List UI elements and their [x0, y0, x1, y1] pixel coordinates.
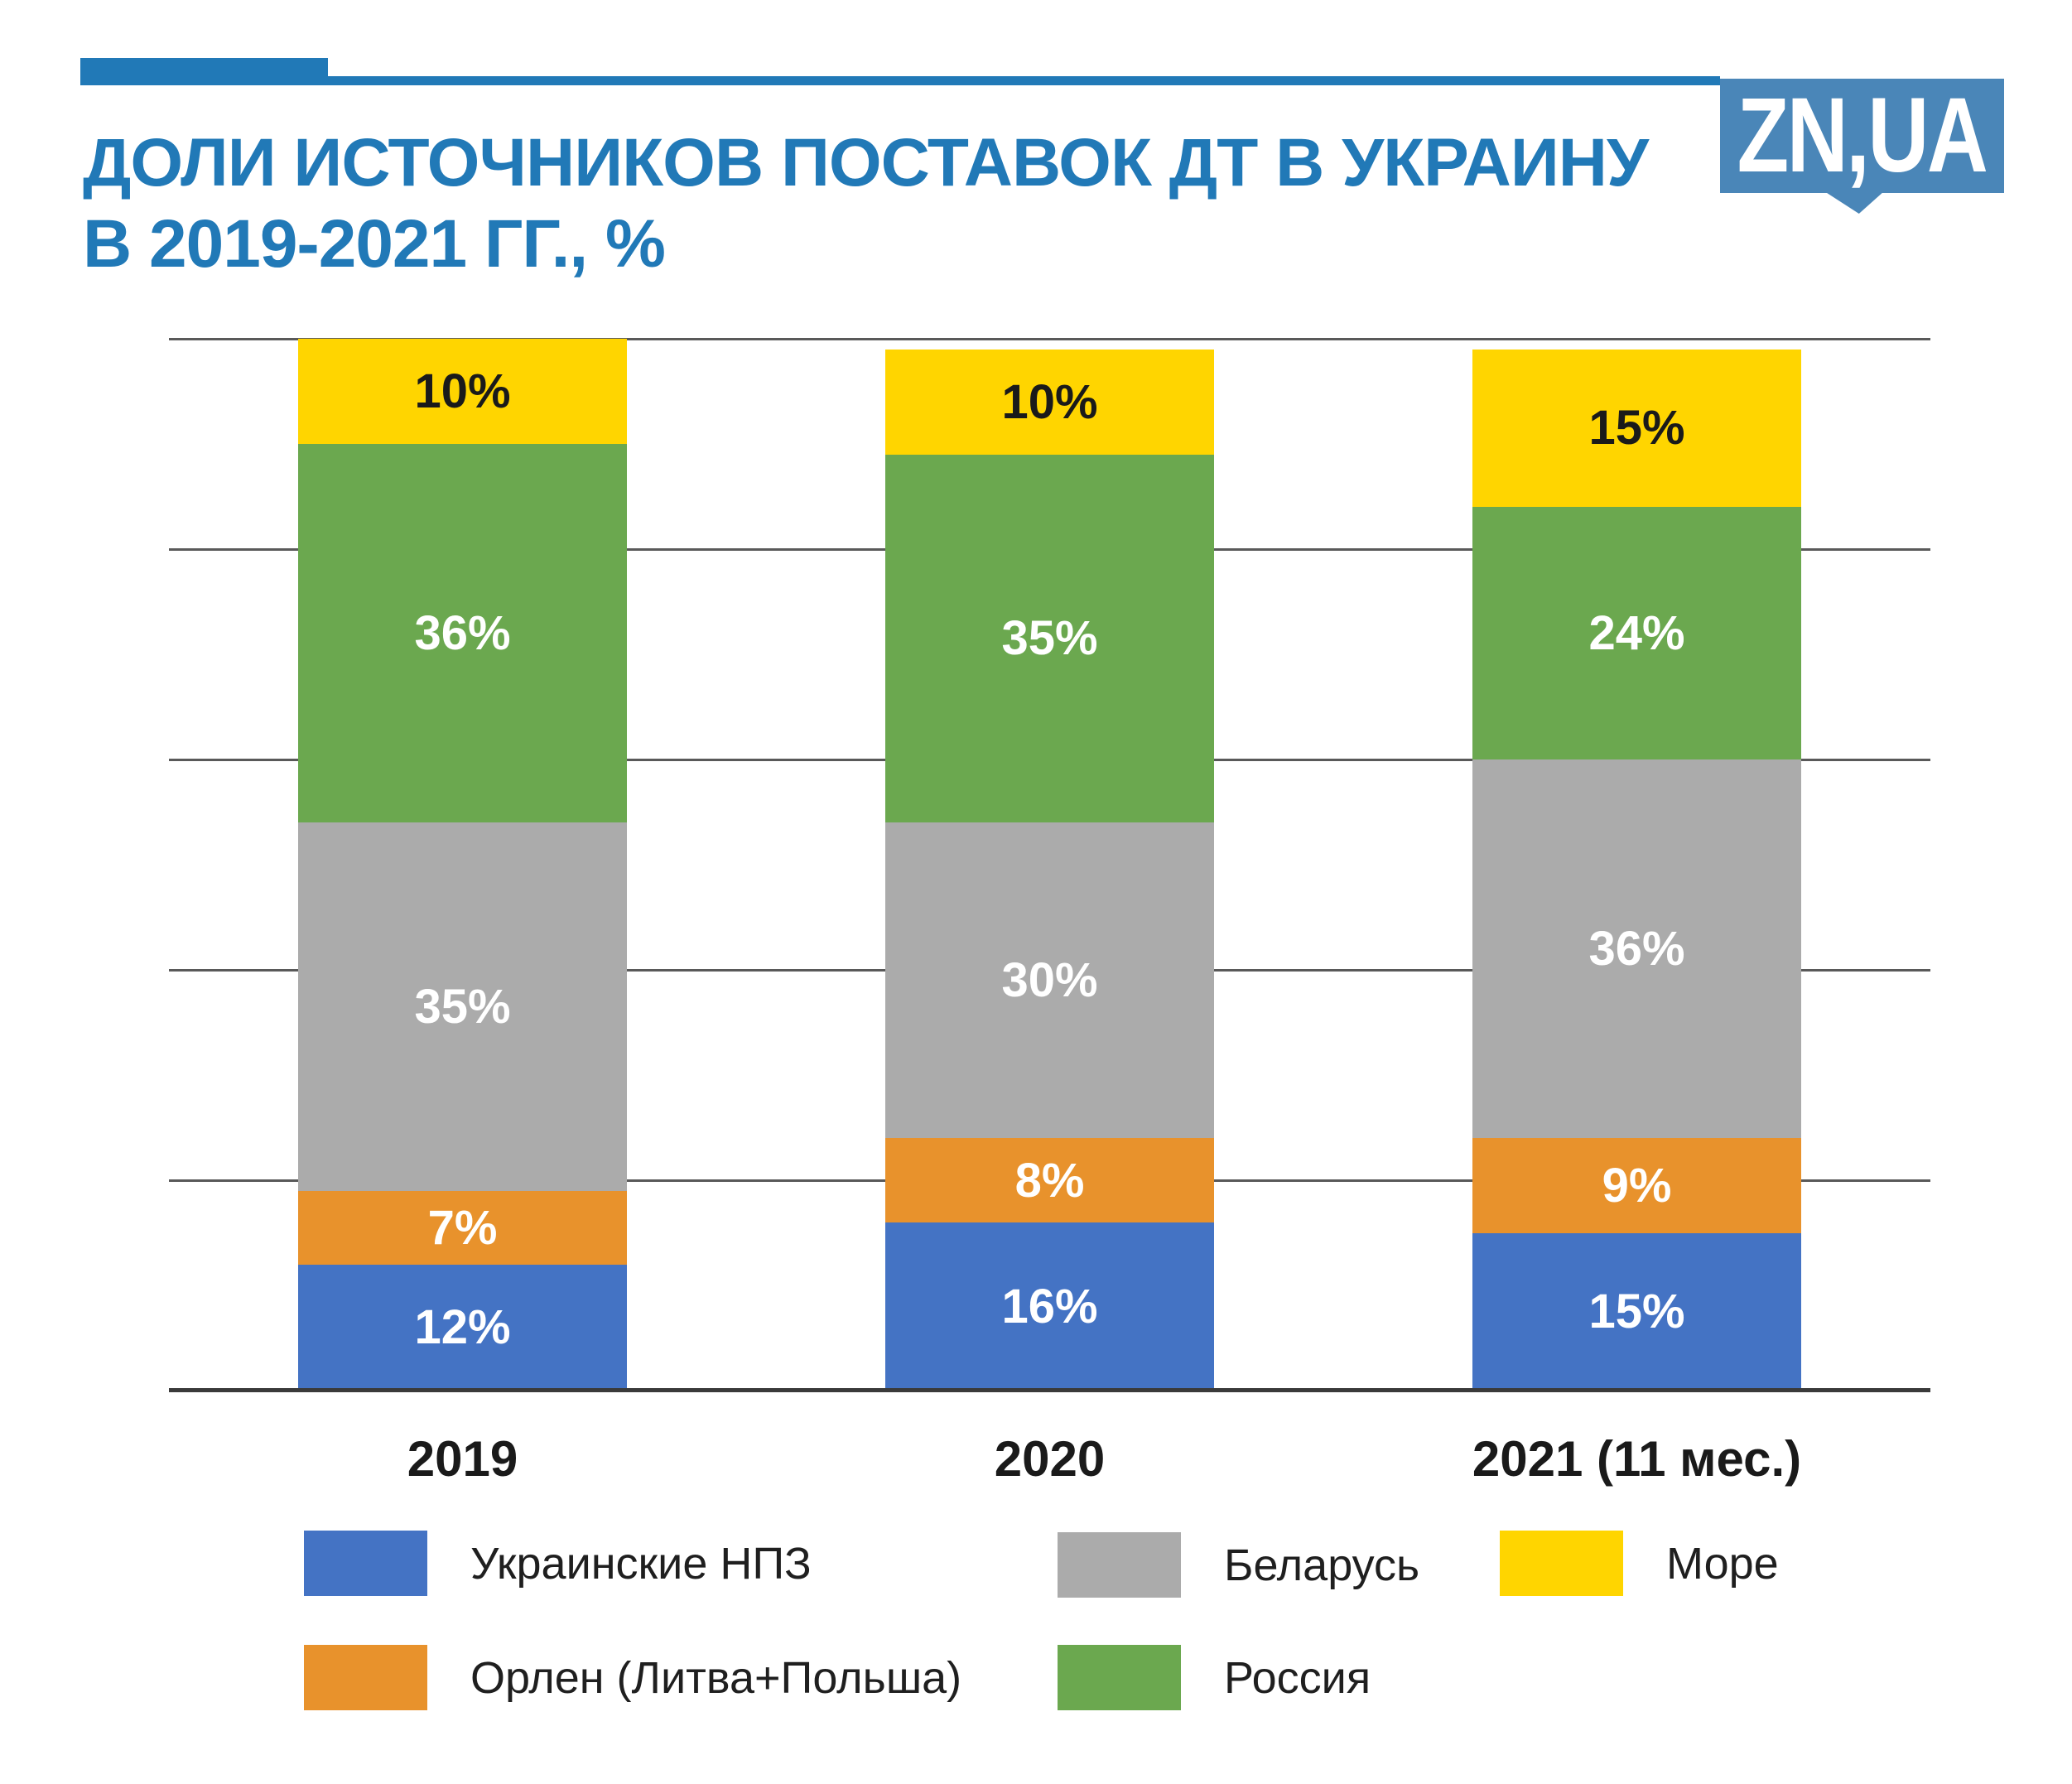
bar-2021 (11 мес.): 15% 9% 36% 24% 15%: [1472, 349, 1801, 1391]
bar-segment: 24%: [1472, 507, 1801, 760]
bar-segment: 30%: [885, 822, 1214, 1139]
legend-item-ukrainian-refineries: Украинские НПЗ: [304, 1531, 812, 1596]
legend-swatch: [304, 1645, 427, 1710]
bar-segment: 36%: [1472, 759, 1801, 1139]
bar-segment: 8%: [885, 1138, 1214, 1222]
bar-segment: 12%: [298, 1264, 627, 1391]
x-axis-line: [169, 1388, 1930, 1392]
legend-swatch: [1500, 1531, 1623, 1596]
segment-value-label: 7%: [427, 1200, 498, 1255]
segment-value-label: 35%: [414, 979, 511, 1034]
plot-area: 12% 7% 35% 36% 10% 2019 16% 8% 30% 35% 10% 2020 15% 9…: [169, 337, 1930, 1487]
segment-value-label: 10%: [1001, 374, 1098, 429]
page-title: ДОЛИ ИСТОЧНИКОВ ПОСТАВОК ДТ В УКРАИНУ В …: [83, 123, 1656, 286]
bar-segment: 15%: [1472, 1232, 1801, 1391]
bar-segment: 10%: [885, 349, 1214, 455]
znua-logo-tail: [1824, 191, 1884, 214]
segment-value-label: 16%: [1001, 1279, 1098, 1333]
legend-swatch: [1058, 1532, 1181, 1598]
segment-value-label: 8%: [1014, 1153, 1085, 1208]
bar-segment: 9%: [1472, 1138, 1801, 1233]
bar-2019: 12% 7% 35% 36% 10%: [298, 339, 627, 1391]
x-axis-label: 2019: [407, 1431, 518, 1487]
gridline: [169, 337, 1930, 340]
bar-segment: 10%: [298, 339, 627, 445]
legend-swatch: [1058, 1645, 1181, 1710]
legend-label: Россия: [1224, 1652, 1371, 1703]
header-accent-line: [80, 76, 1720, 85]
page-title-line1: ДОЛИ ИСТОЧНИКОВ ПОСТАВОК ДТ В УКРАИНУ: [83, 125, 1649, 200]
bar-segment: 35%: [298, 822, 627, 1191]
segment-value-label: 10%: [414, 364, 511, 419]
legend-label: Украинские НПЗ: [470, 1538, 812, 1589]
segment-value-label: 35%: [1001, 611, 1098, 666]
bar-segment: 7%: [298, 1190, 627, 1265]
segment-value-label: 9%: [1602, 1158, 1672, 1213]
legend-label: Беларусь: [1224, 1540, 1420, 1590]
bar-segment: 36%: [298, 444, 627, 823]
segment-value-label: 15%: [1588, 1285, 1685, 1339]
x-axis-label: 2020: [994, 1431, 1106, 1487]
x-axis-label: 2021 (11 мес.): [1472, 1431, 1802, 1487]
bar-segment: 15%: [1472, 349, 1801, 508]
legend-item-sea: Море: [1500, 1531, 1779, 1596]
legend-label: Море: [1666, 1538, 1779, 1589]
segment-value-label: 36%: [1588, 922, 1685, 976]
bar-segment: 16%: [885, 1222, 1214, 1391]
segment-value-label: 24%: [1588, 606, 1685, 661]
segment-value-label: 36%: [414, 606, 511, 661]
page-title-line2: В 2019-2021 ГГ., %: [83, 206, 666, 282]
segment-value-label: 15%: [1588, 401, 1685, 456]
segment-value-label: 12%: [414, 1300, 511, 1355]
bar-2020: 16% 8% 30% 35% 10%: [885, 349, 1214, 1391]
legend-item-belarus: Беларусь: [1058, 1532, 1419, 1598]
legend-item-russia: Россия: [1058, 1645, 1371, 1710]
legend-swatch: [304, 1531, 427, 1596]
znua-logo-text: ZN,UA: [1737, 76, 1988, 195]
bar-segment: 35%: [885, 454, 1214, 823]
legend-label: Орлен (Литва+Польша): [470, 1652, 962, 1703]
znua-logo: ZN,UA: [1720, 79, 2004, 193]
legend-item-orlen: Орлен (Литва+Польша): [304, 1645, 961, 1710]
segment-value-label: 30%: [1001, 953, 1098, 1008]
